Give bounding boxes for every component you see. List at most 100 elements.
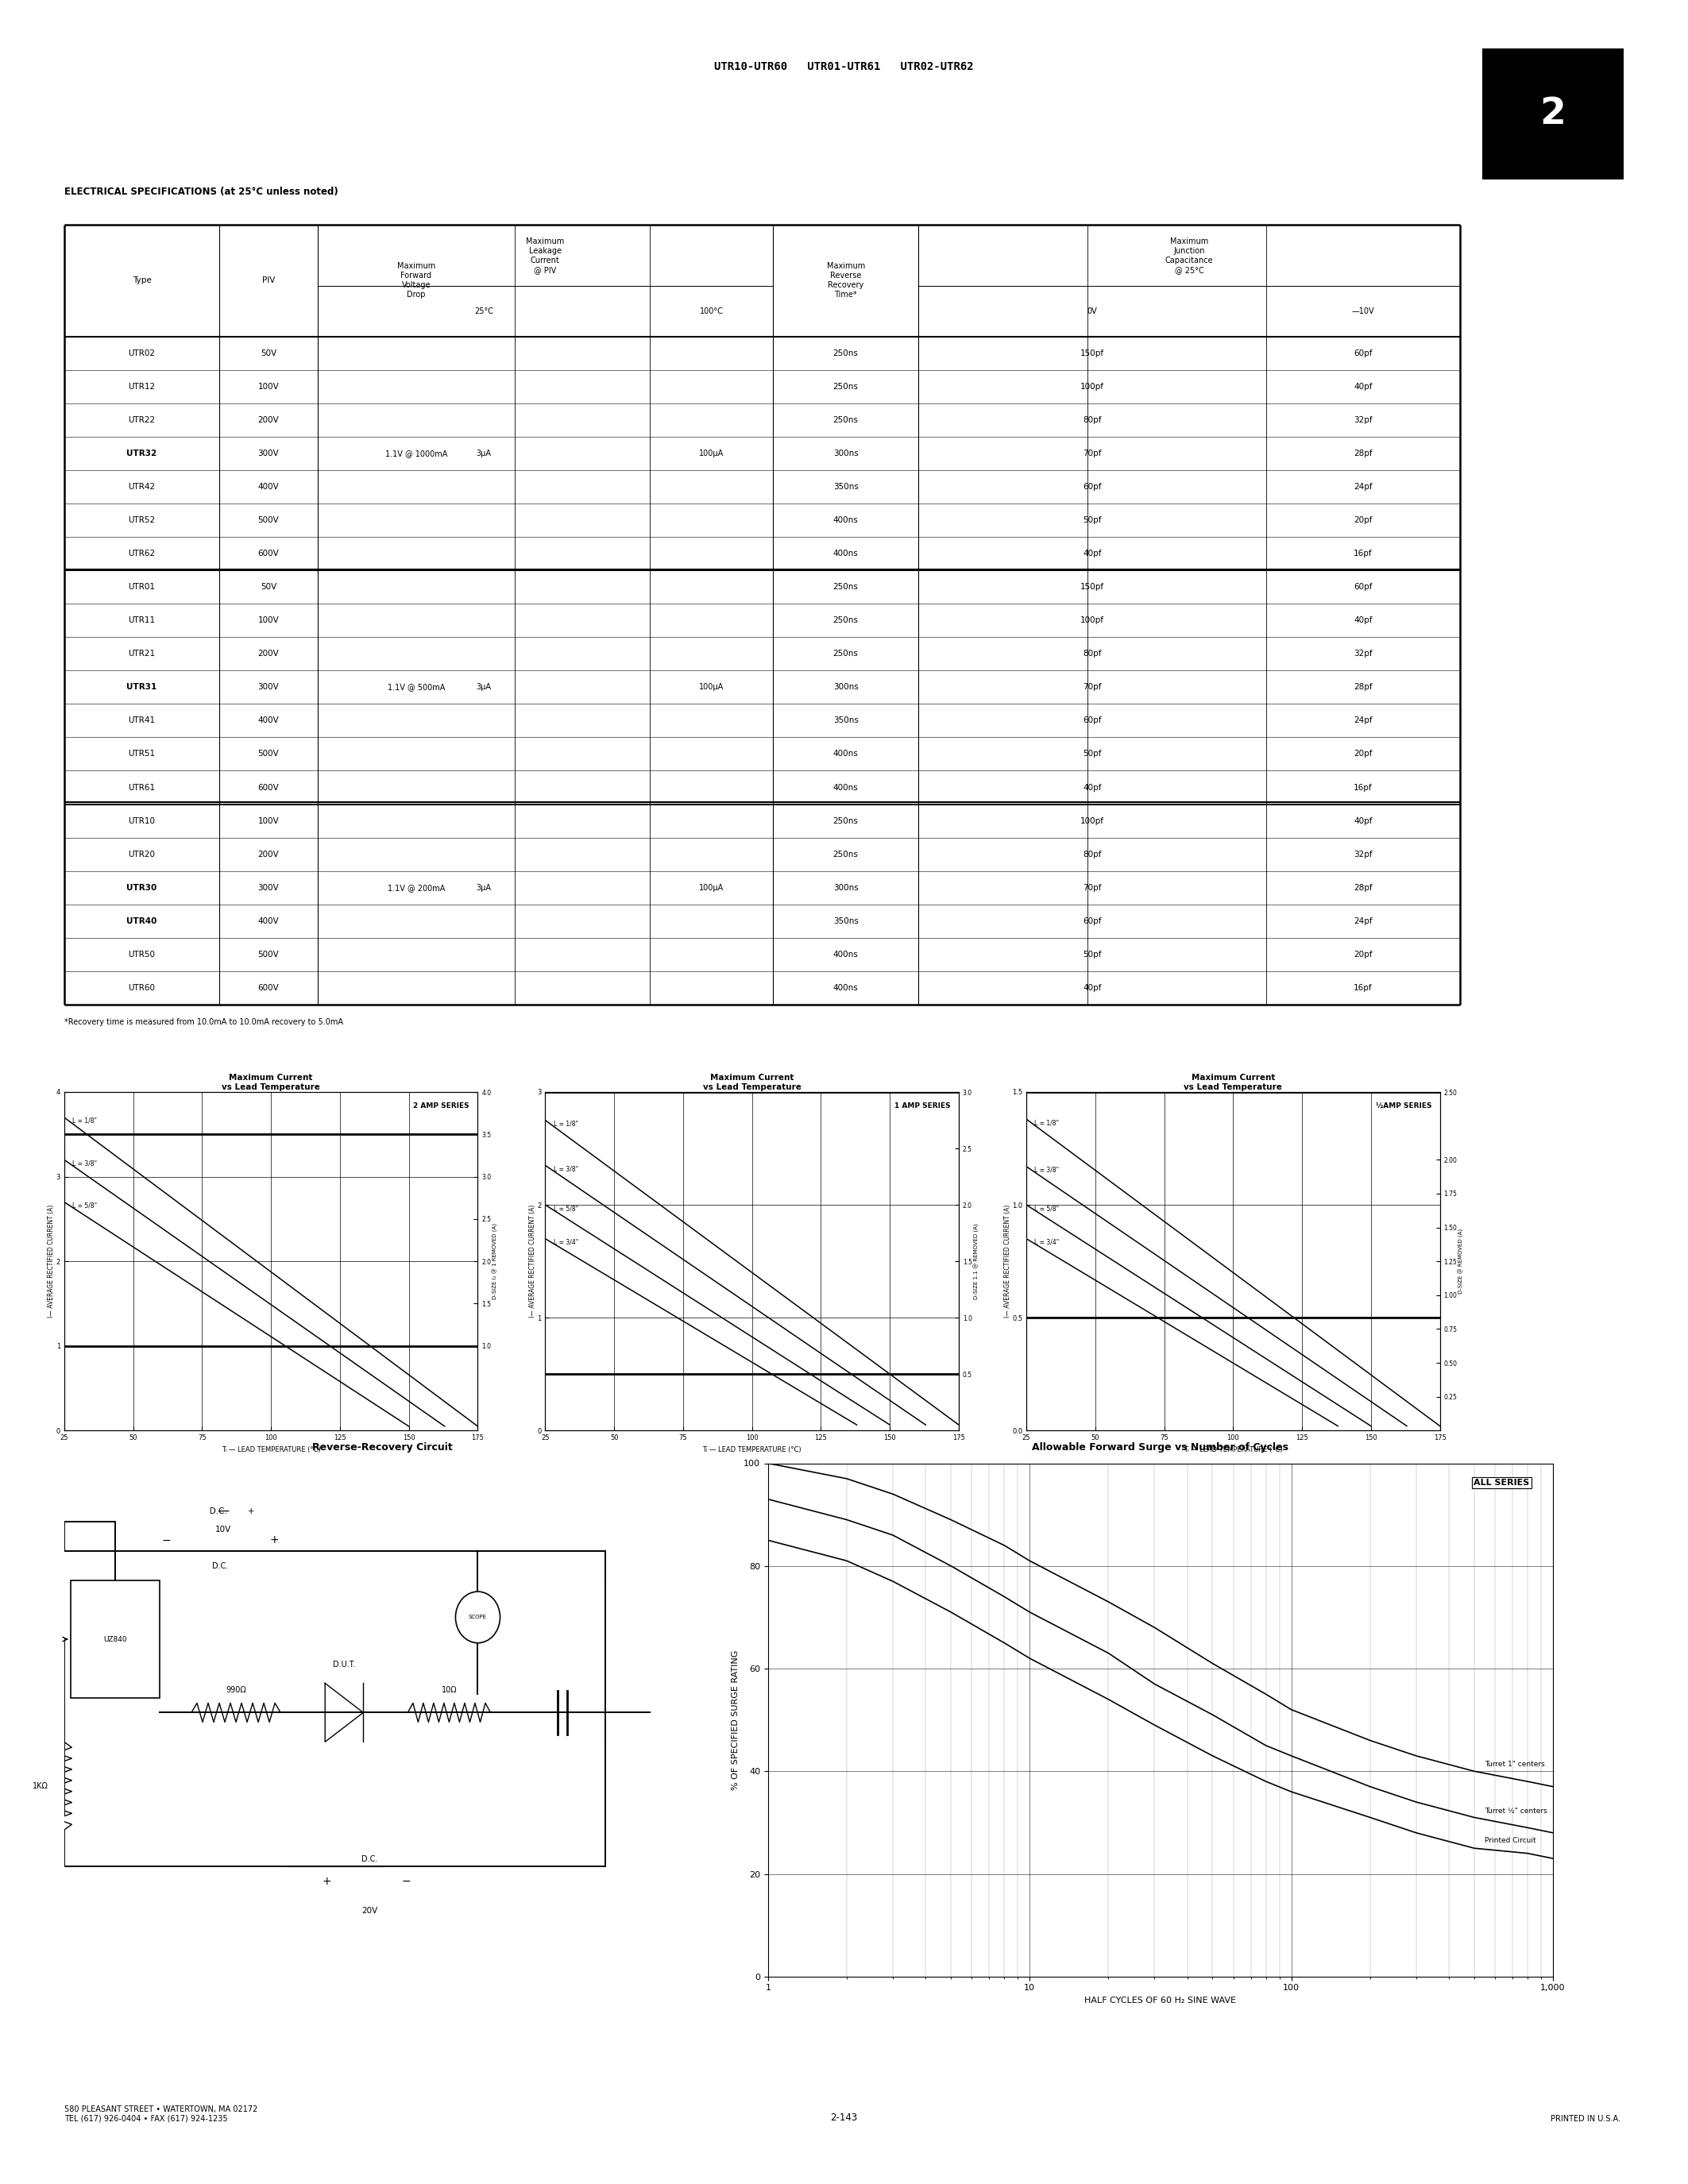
Text: UTR02: UTR02 (128, 349, 155, 356)
Text: 100pf: 100pf (1080, 616, 1104, 625)
Text: UTR10-UTR60   UTR01-UTR61   UTR02-UTR62: UTR10-UTR60 UTR01-UTR61 UTR02-UTR62 (714, 61, 974, 72)
Text: 100μA: 100μA (699, 450, 724, 456)
Text: 3μA: 3μA (476, 885, 491, 891)
Text: UTR10: UTR10 (128, 817, 155, 826)
Text: UTR62: UTR62 (128, 550, 155, 557)
Text: 40pf: 40pf (1082, 550, 1102, 557)
Text: 400ns: 400ns (834, 950, 858, 959)
Text: 40pf: 40pf (1354, 817, 1372, 826)
Text: 100V: 100V (258, 382, 279, 391)
Text: 1 AMP SERIES: 1 AMP SERIES (895, 1103, 950, 1109)
Text: 50pf: 50pf (1082, 950, 1102, 959)
Text: Maximum
Reverse
Recovery
Time*: Maximum Reverse Recovery Time* (827, 262, 864, 299)
Text: 80pf: 80pf (1082, 415, 1102, 424)
Text: 32pf: 32pf (1354, 651, 1372, 657)
Text: 32pf: 32pf (1354, 850, 1372, 858)
Text: 100V: 100V (258, 817, 279, 826)
Text: UTR12: UTR12 (128, 382, 155, 391)
X-axis label: Tₗ — LEAD TEMPERATURE (°C): Tₗ — LEAD TEMPERATURE (°C) (1183, 1446, 1283, 1452)
Text: L = 3/8": L = 3/8" (73, 1160, 98, 1166)
Text: UTR11: UTR11 (128, 616, 155, 625)
Text: 40pf: 40pf (1082, 784, 1102, 791)
Text: 40pf: 40pf (1354, 382, 1372, 391)
Text: 25°C: 25°C (474, 308, 493, 314)
Text: 350ns: 350ns (834, 917, 859, 926)
Text: 80pf: 80pf (1082, 651, 1102, 657)
Text: 100μA: 100μA (699, 684, 724, 690)
Text: 500V: 500V (258, 515, 279, 524)
Text: 400ns: 400ns (834, 784, 858, 791)
Text: 20pf: 20pf (1354, 950, 1372, 959)
Text: UTR01: UTR01 (128, 583, 155, 592)
Text: 60pf: 60pf (1354, 583, 1372, 592)
Text: 28pf: 28pf (1354, 885, 1372, 891)
Text: L = 5/8": L = 5/8" (554, 1206, 579, 1212)
Text: 300ns: 300ns (834, 684, 858, 690)
Text: 580 PLEASANT STREET • WATERTOWN, MA 02172
TEL (617) 926-0404 • FAX (617) 924-123: 580 PLEASANT STREET • WATERTOWN, MA 0217… (64, 2105, 258, 2123)
Text: 70pf: 70pf (1082, 450, 1102, 456)
Text: 28pf: 28pf (1354, 450, 1372, 456)
Text: 1.1V @ 1000mA: 1.1V @ 1000mA (385, 450, 447, 456)
Text: L = 1/8": L = 1/8" (73, 1118, 96, 1125)
Text: UTR42: UTR42 (128, 483, 155, 491)
Text: L = 1/8": L = 1/8" (1035, 1118, 1058, 1127)
Text: 150pf: 150pf (1080, 349, 1104, 356)
Text: 50V: 50V (260, 583, 277, 592)
Text: +: + (270, 1535, 279, 1546)
Text: 100V: 100V (258, 616, 279, 625)
Text: +: + (322, 1876, 331, 1887)
Text: 250ns: 250ns (834, 850, 859, 858)
Text: L = 3/4": L = 3/4" (1035, 1238, 1060, 1245)
Text: 60pf: 60pf (1082, 483, 1102, 491)
Text: UTR20: UTR20 (128, 850, 155, 858)
Title: Maximum Current
vs Lead Temperature: Maximum Current vs Lead Temperature (702, 1075, 802, 1092)
Text: 2: 2 (1539, 96, 1566, 131)
Text: Type: Type (132, 277, 152, 284)
Text: SCOPE: SCOPE (469, 1614, 486, 1621)
X-axis label: Tₗ — LEAD TEMPERATURE (°C): Tₗ — LEAD TEMPERATURE (°C) (221, 1446, 321, 1452)
Text: 400V: 400V (258, 917, 279, 926)
Text: 50pf: 50pf (1082, 749, 1102, 758)
Text: Printed Circuit: Printed Circuit (1485, 1837, 1536, 1843)
Text: 70pf: 70pf (1082, 885, 1102, 891)
Text: 16pf: 16pf (1354, 985, 1372, 992)
Text: 0V: 0V (1087, 308, 1097, 314)
Y-axis label: I— AVERAGE RECTIFIED CURRENT (A): I— AVERAGE RECTIFIED CURRENT (A) (47, 1206, 56, 1317)
Text: Turret ½" centers: Turret ½" centers (1485, 1806, 1548, 1815)
Text: 100pf: 100pf (1080, 817, 1104, 826)
Text: 250ns: 250ns (834, 616, 859, 625)
Text: *Recovery time is measured from 10.0mA to 10.0mA recovery to 5.0mA: *Recovery time is measured from 10.0mA t… (64, 1018, 343, 1026)
Text: UTR52: UTR52 (128, 515, 155, 524)
Text: 16pf: 16pf (1354, 784, 1372, 791)
Text: 20V: 20V (361, 1907, 378, 1915)
Text: 600V: 600V (258, 784, 279, 791)
Text: Turret 1" centers: Turret 1" centers (1485, 1760, 1545, 1769)
Text: 200V: 200V (258, 850, 279, 858)
Text: 40pf: 40pf (1082, 985, 1102, 992)
Text: 250ns: 250ns (834, 382, 859, 391)
Text: 1.1V @ 500mA: 1.1V @ 500mA (387, 684, 446, 690)
Text: D.U.T.: D.U.T. (333, 1660, 356, 1669)
Text: L = 3/8": L = 3/8" (1035, 1166, 1060, 1173)
Text: 350ns: 350ns (834, 483, 859, 491)
Text: −: − (402, 1876, 410, 1887)
Text: 400V: 400V (258, 716, 279, 725)
Y-axis label: % OF SPECIFIED SURGE RATING: % OF SPECIFIED SURGE RATING (731, 1649, 739, 1791)
Text: 200V: 200V (258, 415, 279, 424)
Y-axis label: D-SIZE I₂ @ 1 REMOVED (A): D-SIZE I₂ @ 1 REMOVED (A) (493, 1223, 498, 1299)
Text: 250ns: 250ns (834, 583, 859, 592)
Text: 150pf: 150pf (1080, 583, 1104, 592)
Text: 20pf: 20pf (1354, 749, 1372, 758)
Text: 200V: 200V (258, 651, 279, 657)
Text: 990Ω: 990Ω (226, 1686, 246, 1695)
Text: Reverse-Recovery Circuit: Reverse-Recovery Circuit (312, 1441, 452, 1452)
Text: 2-143: 2-143 (830, 2112, 858, 2123)
Text: 400ns: 400ns (834, 749, 858, 758)
Y-axis label: D-SIZE @ REMOVED (A): D-SIZE @ REMOVED (A) (1458, 1230, 1463, 1293)
Y-axis label: I— AVERAGE RECTIFIED CURRENT (A): I— AVERAGE RECTIFIED CURRENT (A) (528, 1206, 537, 1317)
Text: L = 3/4": L = 3/4" (554, 1238, 579, 1245)
Text: 250ns: 250ns (834, 415, 859, 424)
Text: 500V: 500V (258, 950, 279, 959)
Text: UTR30: UTR30 (127, 885, 157, 891)
Text: 100pf: 100pf (1080, 382, 1104, 391)
